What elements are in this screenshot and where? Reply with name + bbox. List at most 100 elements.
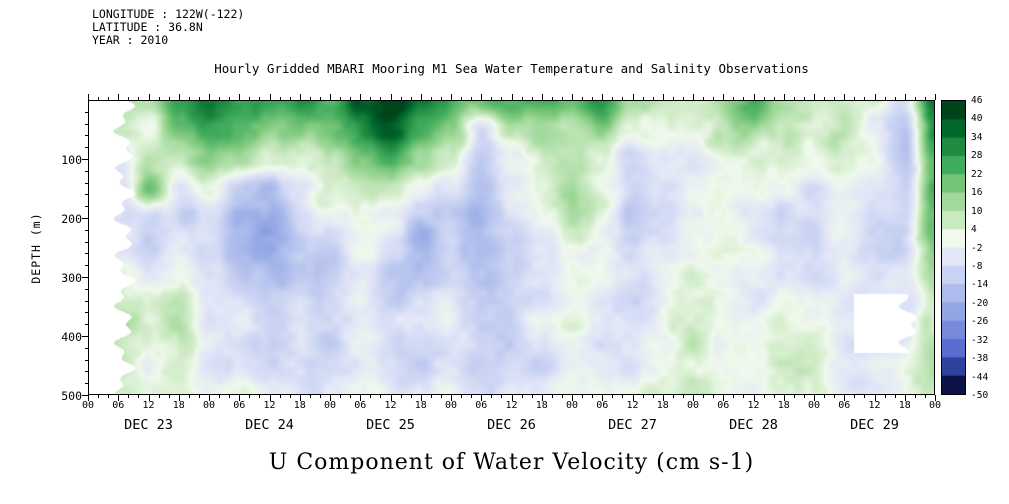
y-axis-label: DEPTH (m) [29,212,43,284]
day-label: DEC 25 [366,417,415,433]
x-tick-minor [491,395,493,398]
x-tick-minor [642,395,644,398]
x-tick-minor [249,395,251,398]
x-tick-major-top [572,94,573,100]
x-tick-label: 18 [656,400,669,411]
colorbar-tick-label: -26 [971,316,989,328]
y-tick-label: 100 [61,153,82,167]
x-tick-minor-top [672,97,674,100]
x-tick-minor [582,395,584,398]
x-tick-minor [471,395,473,398]
x-tick-minor [713,395,715,398]
x-tick-minor-top [98,97,100,100]
day-label: DEC 29 [850,417,899,433]
y-tick-major [82,159,88,160]
x-tick-minor [229,395,231,398]
x-tick-minor [914,395,916,398]
x-tick-minor-top [219,97,221,100]
x-tick-major-top [330,94,331,100]
y-tick-major [82,336,88,337]
colorbar-tick-label: -44 [971,371,989,383]
x-tick-minor-top [138,97,140,100]
x-tick-minor-top [622,97,624,100]
y-tick-major [82,218,88,219]
x-tick-minor-top [521,97,523,100]
y-tick-minor [85,359,88,361]
x-tick-major [602,395,604,401]
x-tick-minor-top [491,97,493,100]
x-tick-minor [773,395,775,398]
x-tick-minor [672,395,674,398]
x-tick-minor [854,395,856,398]
x-tick-label: 12 [747,400,760,411]
x-tick-major-top [935,94,936,100]
x-tick-label: 06 [112,400,125,411]
x-tick-label: 06 [354,400,367,411]
x-tick-minor [703,395,705,398]
x-tick-minor [864,395,866,398]
x-tick-minor [188,395,190,398]
x-tick-label: 00 [323,400,337,411]
x-tick-minor-top [773,97,775,100]
y-tick-minor [85,312,88,314]
x-tick-minor-top [864,97,866,100]
x-tick-major-top [783,94,785,100]
x-tick-minor [410,395,412,398]
colorbar-tick-label: 34 [971,131,983,143]
x-tick-major-top [874,94,876,100]
heatmap-canvas [89,101,934,394]
x-tick-major-top [662,94,664,100]
x-tick-label: 18 [777,400,790,411]
x-tick-minor [440,395,442,398]
x-tick-major [299,395,301,401]
y-tick-minor [85,170,88,172]
x-tick-minor-top [350,97,352,100]
x-tick-minor-top [370,97,372,100]
x-tick-minor [430,395,432,398]
y-tick-minor [85,288,88,290]
x-tick-minor [592,395,594,398]
colorbar-tick-label: -50 [971,390,989,401]
x-tick-minor [128,395,130,398]
x-tick-minor [98,395,100,398]
colorbar-tick-label: -8 [971,260,983,272]
x-tick-minor-top [461,97,463,100]
y-tick-minor [85,324,88,326]
x-tick-major [269,395,271,401]
x-tick-minor [138,395,140,398]
colorbar-canvas [942,101,965,394]
x-tick-label: 00 [202,400,216,411]
x-tick-label: 06 [596,400,609,411]
x-tick-minor [894,395,896,398]
x-tick-label: 06 [717,400,730,411]
x-tick-label: 18 [535,400,548,411]
x-tick-label: 18 [172,400,185,411]
x-tick-major-top [814,94,815,100]
colorbar-tick-label: 10 [971,205,983,217]
y-tick-label: 500 [61,389,82,403]
x-tick-label: 06 [838,400,851,411]
x-tick-minor [309,395,311,398]
x-tick-minor-top [501,97,503,100]
x-tick-minor-top [289,97,291,100]
x-tick-major-top [844,94,846,100]
x-tick-minor [380,395,382,398]
x-tick-minor [158,395,160,398]
x-tick-minor-top [249,97,251,100]
x-tick-minor-top [924,97,926,100]
x-tick-minor-top [229,97,231,100]
y-tick-minor [85,300,88,302]
y-tick-label: 200 [61,212,82,226]
x-tick-major [390,395,392,401]
x-tick-label: 00 [444,400,458,411]
y-tick-minor [85,194,88,196]
x-tick-minor [400,395,402,398]
day-label: DEC 28 [729,417,778,433]
y-tick-minor [85,135,88,137]
x-tick-minor [279,395,281,398]
x-tick-major-top [148,94,150,100]
x-tick-major [118,395,120,401]
x-tick-major [935,395,936,401]
x-tick-minor [219,395,221,398]
